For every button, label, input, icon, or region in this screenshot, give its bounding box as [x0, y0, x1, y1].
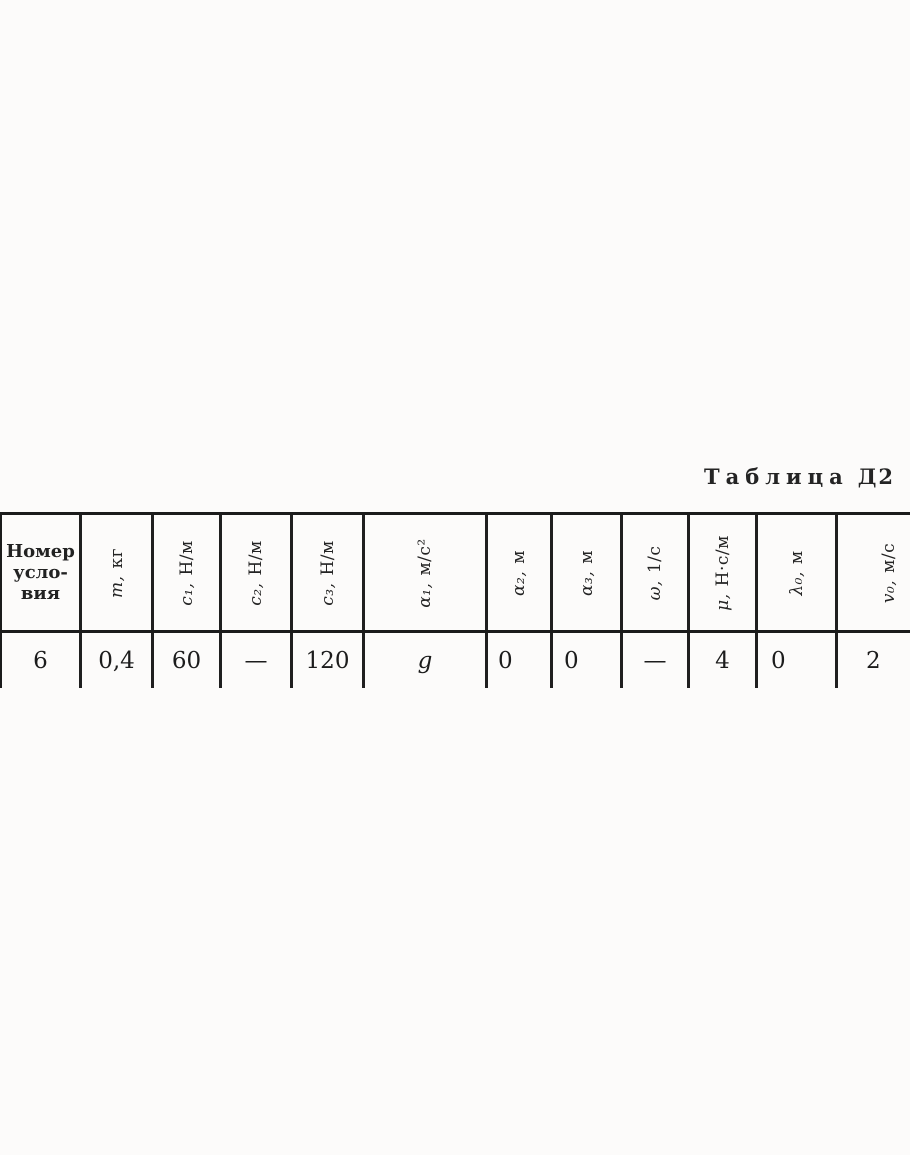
header-cell-m: m,кг — [82, 515, 154, 630]
header-label-alpha3: α₃,м — [576, 549, 597, 596]
data-cell-c2: — — [222, 633, 293, 688]
data-cell-m: 0,4 — [82, 633, 154, 688]
header-cell-alpha2: α₂,м — [488, 515, 553, 630]
header-label-mu: μ,Н·с/м — [712, 534, 733, 611]
data-cell-c3: 120 — [293, 633, 365, 688]
header-cell-c2: c₂,Н/м — [222, 515, 293, 630]
header-cell-mu: μ,Н·с/м — [690, 515, 758, 630]
data-cell-v0: 2 — [866, 647, 881, 674]
header-cell-v0: v₀,м/с — [838, 515, 910, 630]
header-cell-condition-number: Номер усло- вия — [0, 515, 82, 630]
data-cell-lambda0: 0 — [758, 633, 838, 688]
header-label-c3: c₃,Н/м — [317, 539, 338, 606]
data-cell-alpha3: 0 — [553, 633, 623, 688]
header-label-v0: v₀,м/с — [879, 542, 899, 603]
header-cell-omega: ω,1/с — [623, 515, 690, 630]
data-table: Номер усло- вия m,кг c₁,Н/м c₂,Н/м c₃,Н/… — [0, 512, 910, 688]
header-label-c2: c₂,Н/м — [246, 539, 266, 606]
header-cell-alpha3: α₃,м — [553, 515, 623, 630]
table-title-code: Д2 — [857, 464, 896, 489]
table-data-row: 6 0,4 60 — 120 g 0 0 — 4 0 2 — [0, 633, 910, 688]
header-cell-alpha1: α₁,м/с² — [365, 515, 488, 630]
header-cell-c3: c₃,Н/м — [293, 515, 365, 630]
header-label-alpha2: α₂,м — [509, 549, 529, 596]
data-cell-alpha2: 0 — [488, 633, 553, 688]
table-title: Таблица Д2 — [704, 464, 895, 489]
corner-header-label: Номер усло- вия — [6, 541, 75, 604]
table-title-word: Таблица — [704, 464, 849, 489]
header-label-lambda0: λ₀,м — [786, 549, 807, 596]
header-cell-lambda0: λ₀,м — [758, 515, 838, 630]
header-label-omega: ω,1/с — [645, 545, 665, 600]
data-cell-c1: 60 — [154, 633, 222, 688]
table-header-row: Номер усло- вия m,кг c₁,Н/м c₂,Н/м c₃,Н/… — [0, 515, 910, 633]
header-label-m: m,кг — [106, 547, 127, 598]
data-cell-alpha1: g — [365, 633, 488, 688]
header-label-c1: c₁,Н/м — [176, 539, 197, 606]
header-label-alpha1: α₁,м/с² — [415, 537, 435, 608]
data-cell-omega: — — [623, 633, 690, 688]
data-cell-mu: 4 — [690, 633, 758, 688]
data-cell-condition-number: 6 — [0, 633, 82, 688]
header-cell-c1: c₁,Н/м — [154, 515, 222, 630]
